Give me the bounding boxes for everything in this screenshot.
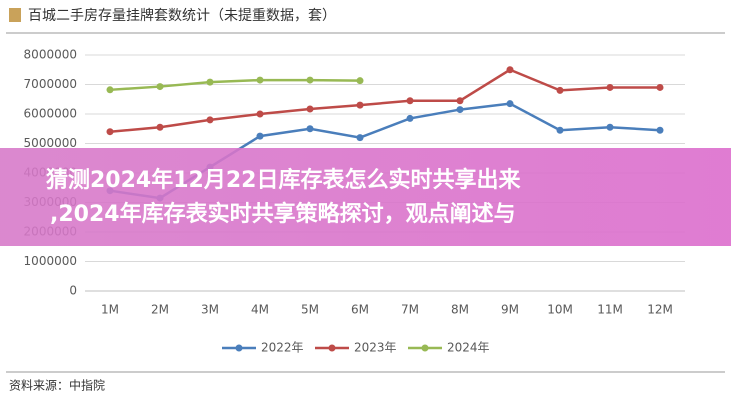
x-tick-label: 2M — [151, 303, 169, 317]
point — [456, 97, 464, 105]
point — [556, 126, 564, 134]
point — [506, 100, 514, 108]
point — [356, 77, 364, 85]
point — [106, 128, 114, 136]
x-tick-label: 10M — [547, 303, 573, 317]
legend-marker — [421, 344, 429, 352]
banner-line: ,2024年库存表实时共享策略探讨，观点阐述与 — [50, 202, 516, 227]
chart-title: 百城二手房存量挂牌套数统计（未提重数据，套） — [28, 7, 336, 24]
point — [606, 83, 614, 91]
point — [306, 125, 314, 133]
x-tick-label: 11M — [597, 303, 623, 317]
x-tick-label: 1M — [101, 303, 119, 317]
point — [256, 110, 264, 118]
legend-label: 2023年 — [354, 341, 397, 355]
point — [606, 123, 614, 131]
y-tick-label: 8000000 — [24, 48, 77, 62]
legend-marker — [235, 344, 243, 352]
banner-line: 猜测2024年12月22日库存表怎么实时共享出来 — [46, 168, 521, 193]
x-tick-label: 12M — [647, 303, 673, 317]
y-tick-label: 7000000 — [24, 77, 77, 91]
series-line — [109, 78, 361, 92]
point — [256, 132, 264, 140]
point — [256, 76, 264, 84]
point — [206, 78, 214, 86]
point — [406, 97, 414, 105]
x-tick-label: 6M — [351, 303, 369, 317]
point — [506, 66, 514, 74]
point — [456, 106, 464, 114]
y-tick-label: 5000000 — [24, 136, 77, 150]
point — [656, 126, 664, 134]
point — [356, 134, 364, 142]
x-tick-label: 4M — [251, 303, 269, 317]
x-tick-label: 5M — [301, 303, 319, 317]
point — [306, 105, 314, 113]
title-icon — [9, 8, 21, 22]
overlay-banner: 猜测2024年12月22日库存表怎么实时共享出来 ,2024年库存表实时共享策略… — [0, 148, 731, 246]
point — [106, 86, 114, 94]
source: 资料来源：中指院 — [9, 378, 105, 393]
point — [306, 76, 314, 84]
legend-label: 2024年 — [447, 341, 490, 355]
point — [556, 86, 564, 94]
x-tick-label: 7M — [401, 303, 419, 317]
y-tick-label: 6000000 — [24, 107, 77, 121]
legend-marker — [328, 344, 336, 352]
point — [656, 83, 664, 91]
point — [356, 101, 364, 109]
point — [156, 83, 164, 91]
y-tick-label: 1000000 — [24, 254, 77, 268]
point — [156, 123, 164, 131]
point — [406, 114, 414, 122]
y-tick-label: 0 — [69, 284, 77, 298]
x-tick-label: 9M — [501, 303, 519, 317]
x-tick-label: 3M — [201, 303, 219, 317]
legend-label: 2022年 — [261, 341, 304, 355]
point — [206, 116, 214, 124]
series-line — [109, 68, 660, 133]
x-tick-label: 8M — [451, 303, 469, 317]
